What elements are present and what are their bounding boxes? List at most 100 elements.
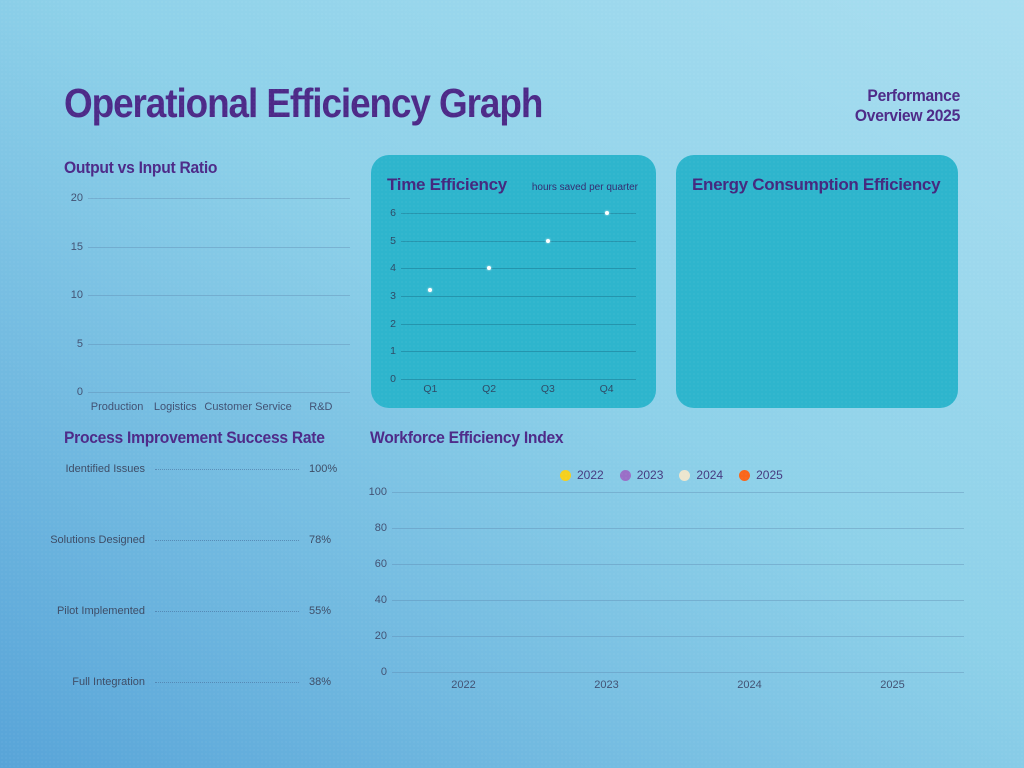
x-tick-label: Q3 — [540, 382, 555, 395]
legend-label: 2025 — [756, 468, 783, 482]
legend-dot-icon — [560, 469, 571, 481]
x-tick-label: Production — [90, 401, 144, 413]
x-tick-label: 2024 — [737, 679, 762, 691]
x-tick-label: Customer Service — [204, 401, 292, 413]
process-stage-label: Solutions Designed — [50, 534, 145, 546]
y-tick-label: 5 — [76, 337, 83, 350]
x-tick-label: 2023 — [594, 679, 619, 691]
energy-panel-header: Energy Consumption Efficiency — [676, 155, 958, 195]
x-tick-label: R&D — [309, 401, 333, 413]
process-stage-label: Identified Issues — [65, 463, 146, 475]
x-tick-label: 2025 — [880, 679, 905, 691]
process-stage-value: 38% — [309, 676, 332, 688]
y-tick-label: 100 — [368, 486, 387, 498]
gridline — [88, 198, 350, 199]
y-tick-label: 80 — [374, 522, 387, 534]
y-tick-label: 5 — [390, 234, 396, 247]
y-tick-label: 15 — [70, 240, 83, 253]
y-tick-label: 20 — [70, 192, 83, 204]
output-vs-input-chart: 20 15 10 5 0 Production Logistics Customer Serv… — [64, 192, 350, 422]
workforce-legend: 2022 2023 2024 2025 — [560, 468, 783, 482]
energy-efficiency-panel: Energy Consumption Efficiency — [676, 155, 958, 408]
legend-dot-icon — [619, 469, 631, 481]
time-panel-header: Time Efficiency hours saved per quarter — [371, 155, 656, 195]
time-chart-subtitle: hours saved per quarter — [531, 182, 638, 193]
process-stage-label: Full Integration — [72, 676, 145, 688]
leader-line — [155, 610, 299, 612]
energy-chart-title: Energy Consumption Efficiency — [692, 175, 941, 194]
plot-area — [392, 492, 964, 673]
x-tick-label: 2022 — [451, 679, 476, 691]
x-tick-label: Q4 — [599, 382, 614, 395]
process-row: Solutions Designed 78% — [45, 530, 347, 550]
y-axis-labels: 20 15 10 5 0 — [64, 192, 88, 398]
plot-area — [401, 211, 636, 380]
gridline — [88, 392, 350, 393]
process-funnel: Identified Issues 100% Solutions Designed 7… — [45, 437, 347, 717]
gridline — [401, 213, 636, 214]
time-chart-title: Time Efficiency — [387, 175, 507, 194]
gridline — [401, 323, 636, 325]
legend-item: 2022 — [560, 468, 604, 482]
gridline — [401, 296, 636, 297]
leader-line — [155, 539, 299, 541]
y-axis-labels: 100 80 60 40 20 0 — [368, 486, 392, 678]
output-chart-title: Output vs Input Ratio — [64, 158, 218, 177]
x-tick-label: Q1 — [423, 382, 438, 395]
gridline — [392, 636, 964, 637]
gridline — [401, 379, 636, 380]
gridline — [392, 528, 964, 529]
time-efficiency-chart: 6 5 4 3 2 1 0 Q1 Q2 Q3 Q4 — [385, 205, 644, 398]
y-tick-label: 0 — [380, 666, 387, 678]
legend-item: 2023 — [619, 468, 664, 482]
gridline — [88, 295, 350, 296]
y-tick-label: 40 — [374, 594, 387, 606]
x-axis-labels: Production Logistics Customer Service R&D — [88, 392, 350, 422]
data-point — [604, 211, 609, 215]
gridline — [392, 600, 964, 601]
x-axis-labels: 2022 2023 2024 2025 — [392, 672, 964, 698]
gridline — [401, 240, 636, 242]
workforce-chart-title: Workforce Efficiency Index — [370, 428, 564, 447]
y-tick-label: 3 — [390, 290, 396, 302]
y-tick-label: 1 — [390, 345, 396, 358]
gridline — [392, 564, 964, 565]
data-point — [428, 288, 433, 293]
gridline — [392, 672, 964, 673]
process-row: Identified Issues 100% — [45, 459, 347, 479]
x-tick-label: Q2 — [482, 382, 497, 395]
leader-line — [155, 468, 299, 470]
legend-label: 2022 — [577, 468, 604, 482]
y-tick-label: 4 — [390, 262, 396, 275]
x-tick-label: Logistics — [153, 401, 197, 413]
y-axis-labels: 6 5 4 3 2 1 0 — [385, 207, 401, 385]
process-stage-label: Pilot Implemented — [56, 605, 145, 617]
legend-item: 2025 — [739, 468, 783, 482]
gridline — [88, 343, 350, 345]
legend-label: 2023 — [636, 468, 664, 482]
header-subtitle: Performance Overview 2025 — [854, 86, 960, 126]
process-stage-value: 55% — [309, 605, 332, 617]
y-tick-label: 2 — [390, 317, 396, 330]
data-point — [545, 238, 550, 243]
legend-label: 2024 — [696, 468, 724, 482]
gridline — [401, 351, 636, 353]
y-tick-label: 0 — [390, 373, 396, 385]
process-row: Pilot Implemented 55% — [45, 601, 347, 621]
gridline — [88, 246, 350, 248]
y-tick-label: 60 — [374, 558, 387, 570]
process-chart-title: Process Improvement Success Rate — [64, 428, 325, 447]
legend-dot-icon — [679, 469, 691, 481]
x-axis-labels: Q1 Q2 Q3 Q4 — [401, 379, 636, 398]
page-title: Operational Efficiency Graph — [64, 80, 543, 126]
legend-dot-icon — [739, 469, 751, 481]
process-stage-value: 78% — [309, 534, 332, 546]
gridline — [401, 268, 636, 270]
workforce-efficiency-chart: 100 80 60 40 20 0 2022 2023 2024 2025 — [368, 484, 968, 698]
data-point — [487, 266, 492, 271]
legend-item: 2024 — [679, 468, 723, 482]
time-efficiency-panel: Time Efficiency hours saved per quarter … — [371, 155, 656, 408]
y-tick-label: 6 — [390, 207, 396, 219]
y-tick-label: 0 — [76, 386, 83, 398]
